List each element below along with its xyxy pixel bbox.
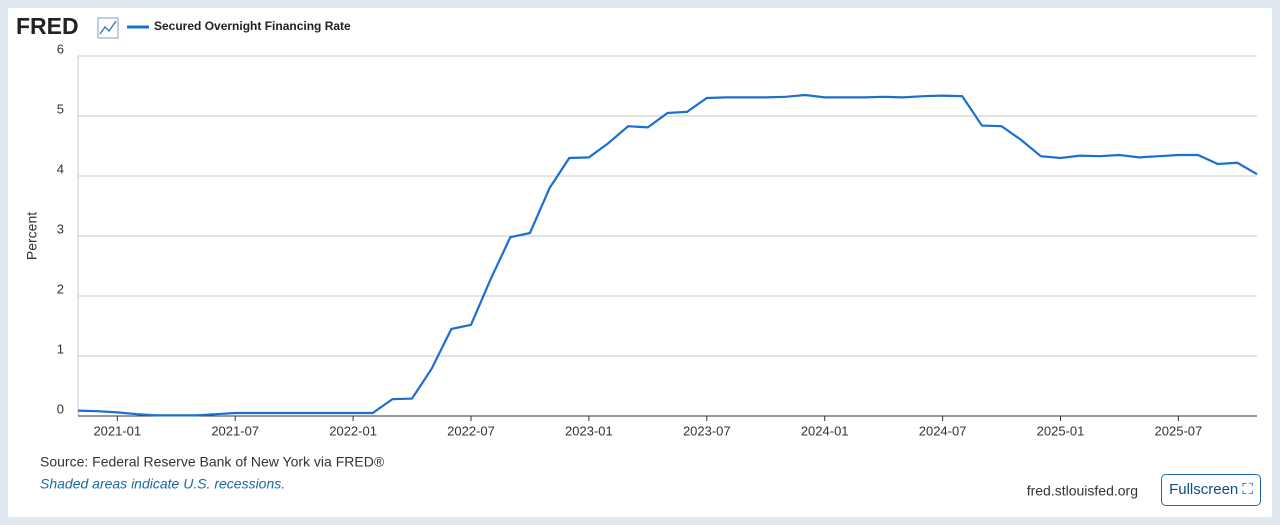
y-tick-label: 3 bbox=[57, 221, 64, 236]
x-tick-label: 2023-01 bbox=[565, 423, 613, 438]
fullscreen-button[interactable]: Fullscreen ⛶ bbox=[1161, 474, 1261, 506]
logo-icon bbox=[97, 17, 119, 39]
y-tick-label: 2 bbox=[57, 281, 64, 296]
note: Shaded areas indicate U.S. recessions. bbox=[40, 476, 285, 492]
x-tick-label: 2025-07 bbox=[1155, 423, 1203, 438]
legend-label: Secured Overnight Financing Rate bbox=[154, 19, 351, 33]
x-tick-label: 2025-01 bbox=[1037, 423, 1085, 438]
x-tick-label: 2024-07 bbox=[919, 423, 967, 438]
x-tick-label: 2022-01 bbox=[329, 423, 377, 438]
y-tick-label: 4 bbox=[57, 161, 64, 176]
y-tick-label: 5 bbox=[57, 101, 64, 116]
x-tick-label: 2024-01 bbox=[801, 423, 849, 438]
series-line bbox=[77, 93, 1258, 417]
y-tick-label: 0 bbox=[57, 401, 64, 416]
y-tick-label: 6 bbox=[57, 41, 64, 56]
x-tick-label: 2021-01 bbox=[93, 423, 141, 438]
x-tick-label: 2022-07 bbox=[447, 423, 495, 438]
y-axis-label: Percent bbox=[24, 212, 40, 260]
x-tick-label: 2023-07 bbox=[683, 423, 731, 438]
x-tick-label: 2021-07 bbox=[211, 423, 259, 438]
logo: FRED bbox=[16, 13, 79, 39]
y-tick-label: 1 bbox=[57, 341, 64, 356]
source: Source: Federal Reserve Bank of New York… bbox=[40, 454, 385, 470]
site-link: fred.stlouisfed.org bbox=[1027, 483, 1138, 499]
